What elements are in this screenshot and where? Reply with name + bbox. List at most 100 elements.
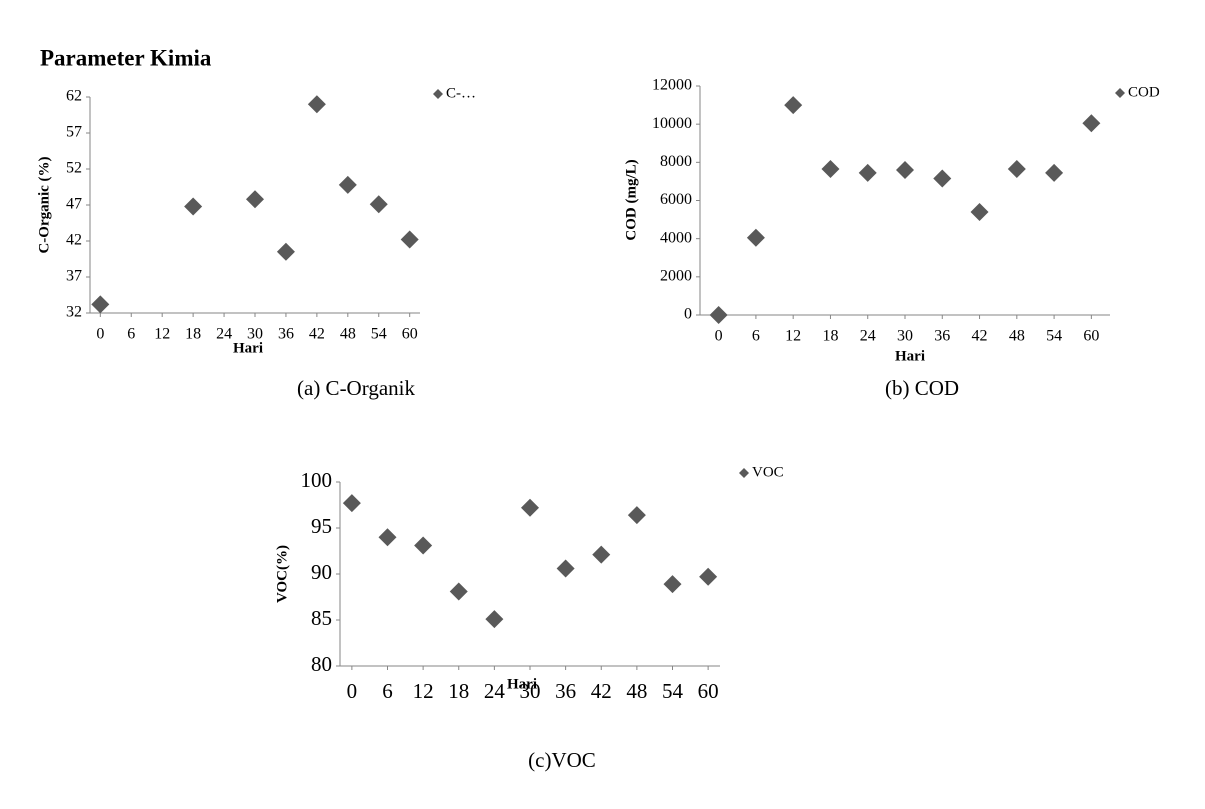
y-tick-label: 95 (311, 514, 332, 538)
y-axis-title: C-Organic (%) (36, 156, 52, 253)
x-tick-label: 24 (860, 328, 876, 345)
x-tick-label: 18 (822, 328, 838, 345)
point (342, 494, 361, 513)
legend-label: C-… (446, 85, 476, 101)
y-axis-title: COD (mg/L) (623, 159, 639, 240)
x-tick-label: 36 (555, 679, 576, 703)
point (784, 96, 803, 115)
y-tick-label: 37 (66, 268, 82, 285)
y-tick-label: 100 (301, 468, 333, 492)
y-tick-label: 62 (66, 88, 82, 105)
point (400, 230, 419, 249)
x-tick-label: 0 (715, 328, 723, 345)
x-tick-label: 6 (752, 328, 760, 345)
y-axis-title: VOC(%) (274, 545, 290, 603)
point (556, 559, 575, 578)
x-tick-label: 36 (278, 326, 294, 343)
point (307, 95, 326, 114)
x-tick-label: 12 (154, 326, 170, 343)
x-tick-label: 48 (1009, 328, 1025, 345)
x-tick-label: 30 (520, 679, 541, 703)
y-tick-label: 8000 (660, 153, 692, 170)
x-tick-label: 42 (972, 328, 988, 345)
legend-marker (739, 468, 749, 478)
x-axis-title: Hari (233, 340, 263, 356)
x-tick-label: 48 (626, 679, 647, 703)
legend-label: COD (1128, 84, 1160, 100)
point (485, 610, 504, 629)
point (746, 228, 765, 247)
x-tick-label: 6 (127, 326, 135, 343)
point (592, 545, 611, 564)
point (821, 160, 840, 179)
caption: (a) C-Organik (297, 376, 415, 400)
point (1082, 114, 1101, 133)
x-tick-label: 24 (484, 679, 506, 703)
y-tick-label: 80 (311, 652, 332, 676)
point (699, 567, 718, 586)
x-tick-label: 60 (402, 326, 418, 343)
legend-label: VOC (752, 464, 784, 480)
x-tick-label: 36 (934, 328, 950, 345)
heading: Parameter Kimia (40, 45, 212, 70)
x-tick-label: 42 (309, 326, 325, 343)
x-tick-label: 54 (662, 679, 684, 703)
point (184, 197, 203, 216)
point (896, 160, 914, 179)
x-axis-title: Hari (507, 676, 537, 692)
point (1007, 160, 1026, 179)
caption: (b) COD (885, 376, 959, 400)
point (709, 306, 728, 324)
y-tick-label: 47 (66, 196, 82, 213)
point (91, 295, 110, 314)
y-tick-label: 0 (684, 306, 692, 323)
x-tick-label: 18 (185, 326, 201, 343)
y-tick-label: 32 (66, 304, 82, 321)
x-tick-label: 48 (340, 326, 356, 343)
x-tick-label: 24 (216, 326, 232, 343)
point (858, 163, 877, 182)
y-tick-label: 52 (66, 160, 82, 177)
y-tick-label: 6000 (660, 191, 692, 208)
x-tick-label: 12 (785, 328, 801, 345)
x-tick-label: 60 (698, 679, 719, 703)
x-tick-label: 0 (96, 326, 104, 343)
point (521, 498, 539, 517)
x-axis-title: Hari (895, 348, 925, 364)
x-tick-label: 30 (897, 328, 913, 345)
x-tick-label: 0 (347, 679, 358, 703)
point (246, 190, 264, 209)
point (378, 528, 397, 547)
x-tick-label: 42 (591, 679, 612, 703)
y-tick-label: 85 (311, 606, 332, 630)
y-tick-label: 57 (66, 124, 82, 141)
point (369, 195, 388, 214)
point (627, 506, 646, 525)
point (933, 169, 952, 188)
x-tick-label: 18 (448, 679, 469, 703)
caption: (c)VOC (528, 748, 596, 772)
point (276, 242, 295, 261)
x-tick-label: 54 (371, 326, 387, 343)
y-tick-label: 4000 (660, 229, 692, 246)
x-tick-label: 30 (247, 326, 263, 343)
x-tick-label: 60 (1083, 328, 1099, 345)
point (414, 536, 433, 555)
point (1045, 163, 1064, 182)
point (663, 575, 682, 594)
y-tick-label: 10000 (652, 115, 692, 132)
y-tick-label: 42 (66, 232, 82, 249)
x-tick-label: 12 (413, 679, 434, 703)
legend-marker (433, 89, 443, 99)
legend-marker (1115, 88, 1125, 98)
point (970, 202, 989, 221)
x-tick-label: 6 (382, 679, 393, 703)
y-tick-label: 12000 (652, 77, 692, 94)
y-tick-label: 90 (311, 560, 332, 584)
x-tick-label: 54 (1046, 328, 1062, 345)
point (449, 582, 468, 601)
y-tick-label: 2000 (660, 268, 692, 285)
point (338, 175, 357, 194)
